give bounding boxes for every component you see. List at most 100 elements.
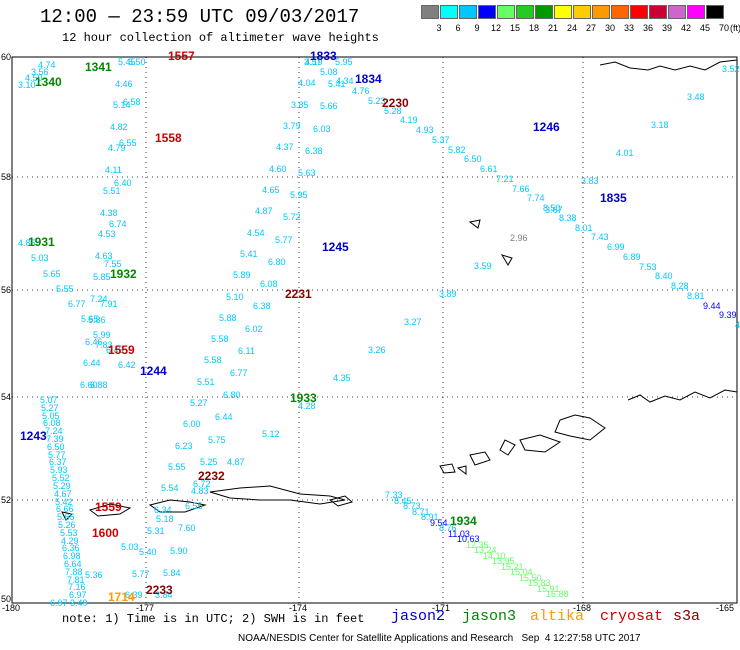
wave-height-value: 3.84: [155, 590, 173, 600]
wave-height-value: 6.44: [215, 412, 233, 422]
wave-height-value: 14.10: [483, 551, 506, 561]
wave-height-value: 9.44: [703, 301, 721, 311]
wave-height-value: 6.43: [106, 345, 124, 355]
wave-height-value: 5.52: [52, 473, 70, 483]
credits-footer: NOAA/NESDIS Center for Satellite Applica…: [238, 633, 641, 644]
wave-height-value: 6.98: [63, 551, 81, 561]
scale-label: 30: [604, 23, 615, 33]
wave-height-value: 6.50: [464, 154, 482, 164]
scale-swatch: [535, 5, 553, 19]
wave-height-value: 5.07: [40, 395, 58, 405]
wave-height-value: 8.73: [403, 501, 421, 511]
lat-label-52: 52: [1, 495, 12, 505]
scale-swatch: [516, 5, 534, 19]
wave-height-value: 6.50: [128, 57, 146, 67]
pass-time-label: 1340: [35, 75, 62, 89]
pass-time-label: 1835: [600, 191, 627, 205]
wave-height-value: 5.51: [103, 186, 121, 196]
pass-time-label: 1931: [28, 235, 55, 249]
wave-height-value: 6.61: [480, 164, 498, 174]
pass-time-label: 1246: [533, 120, 560, 134]
wave-height-value: 5.03: [121, 542, 139, 552]
wave-height-value: 5.66: [320, 101, 338, 111]
wave-height-value: 4.46: [115, 79, 133, 89]
wave-height-value: 5.86: [88, 315, 106, 325]
wave-height-value: 5.77: [132, 569, 150, 579]
wave-height-value: 15.21: [501, 562, 524, 572]
wave-height-value: 8.38: [559, 213, 577, 223]
wave-height-value: 6.34: [154, 505, 172, 515]
wave-height-value: 6.97: [50, 598, 68, 608]
wave-height-value: 4.54: [247, 228, 265, 238]
wave-height-value: 3.49: [70, 598, 88, 608]
wave-height-value: 5.65: [57, 512, 75, 522]
wave-height-value: 4.60: [269, 164, 287, 174]
wave-height-value: 15.91: [537, 584, 560, 594]
wave-height-value: 5.95: [335, 57, 353, 67]
wave-height-value: 5.26: [58, 520, 76, 530]
wave-height-value: 3.79: [283, 121, 301, 131]
wave-height-value: 6.37: [49, 457, 67, 467]
wave-height-value: 4.35: [333, 373, 351, 383]
wave-height-value: 4.53: [98, 229, 116, 239]
wave-height-value: 7.91: [100, 299, 118, 309]
scale-label: 3: [436, 23, 442, 33]
wave-height-value: 8.28: [671, 281, 689, 291]
footnote: note: 1) Time is in UTC; 2) SWH is in fe…: [62, 612, 365, 626]
wave-height-value: 5.29: [53, 481, 71, 491]
wave-height-value: 5.84: [163, 568, 181, 578]
wave-height-value: 3.89: [439, 289, 457, 299]
wave-height-value: 11.03: [448, 529, 470, 539]
wave-height-value: 8.81: [687, 291, 705, 301]
wave-height-value: 5.25: [200, 457, 218, 467]
scale-swatch: [554, 5, 572, 19]
lon-label-171: -171: [432, 603, 451, 613]
scale-label: 24: [566, 23, 577, 33]
wave-height-value: 6.40: [114, 178, 132, 188]
wave-height-value: 4.65: [262, 185, 280, 195]
wave-height-value: 5.37: [432, 135, 450, 145]
wave-height-value: 3.57: [304, 57, 322, 67]
wave-height-value: 6.77: [230, 368, 248, 378]
wave-height-value: 3.26: [368, 345, 386, 355]
wave-height-value: 5.90: [170, 546, 188, 556]
wave-height-value: 3.18: [651, 120, 669, 130]
wave-height-value: 3.48: [687, 92, 705, 102]
wave-height-value: 4.85: [18, 238, 36, 248]
wave-height-value: 6.38: [305, 146, 323, 156]
wave-height-value: 5.18: [156, 514, 174, 524]
wave-height-value: 8.45: [394, 496, 412, 506]
wave-height-value: 7.74: [527, 193, 545, 203]
scale-swatch: [611, 5, 629, 19]
wave-height-value: 13.24: [474, 545, 497, 555]
lon-label-174: -174: [289, 603, 308, 613]
wave-height-value: 5.75: [208, 435, 226, 445]
lat-label-58: 58: [1, 172, 12, 182]
wave-height-value: 7.39: [46, 434, 64, 444]
legend-jason3: jason3: [462, 608, 517, 625]
wave-height-value: 2.96: [510, 233, 528, 243]
pass-time-label: 1934: [450, 514, 477, 528]
scale-label: 6: [455, 23, 461, 33]
wave-height-value: 4.04: [298, 78, 316, 88]
scale-label: 33: [623, 23, 634, 33]
wave-height-value: 6.39: [125, 590, 143, 600]
wave-height-value: 4.82: [110, 122, 128, 132]
wave-height-value: 4.74: [38, 60, 56, 70]
wave-height-value: 5.54: [161, 483, 179, 493]
wave-height-value: 3.27: [404, 317, 422, 327]
scale-swatch: [668, 5, 686, 19]
wave-height-value: 6.42: [118, 360, 136, 370]
wave-height-value: 7.60: [178, 523, 196, 533]
pass-time-label: 1932: [110, 267, 137, 281]
lat-label-60: 60: [1, 52, 12, 62]
wave-height-value: 8.71: [412, 507, 430, 517]
wave-height-value: 4.76: [352, 86, 370, 96]
scale-swatch: [649, 5, 667, 19]
wave-height-value: 6.99: [607, 242, 625, 252]
legend-jason2: jason2: [391, 608, 446, 625]
wave-height-value: 12.35: [466, 540, 489, 550]
wave-height-value: 5.41: [240, 249, 258, 259]
wave-height-value: 3.52: [722, 64, 740, 74]
scale-label: 39: [661, 23, 672, 33]
